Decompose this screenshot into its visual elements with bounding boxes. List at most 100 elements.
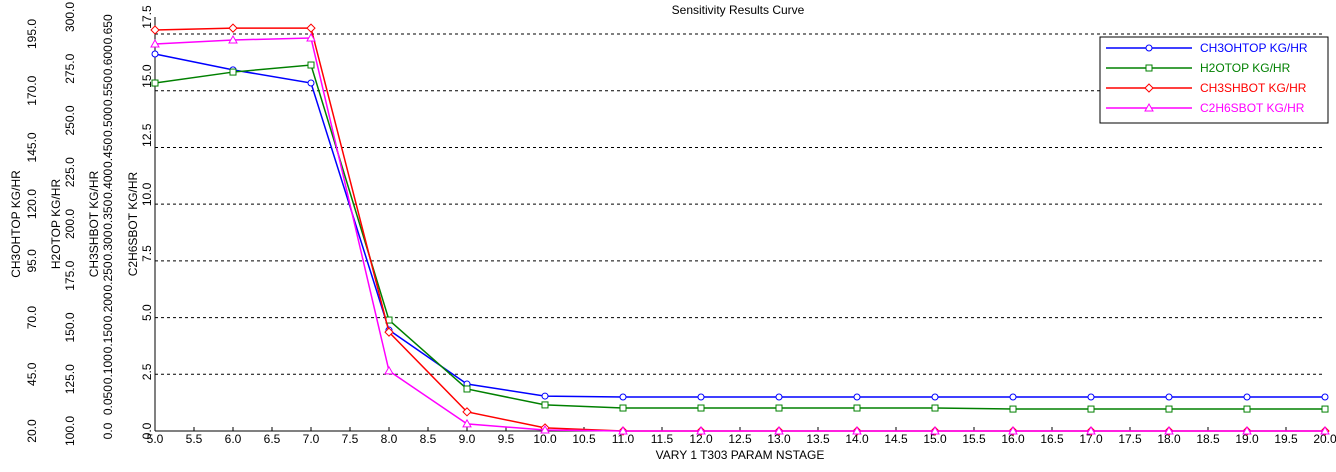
point xyxy=(697,393,705,401)
legend-label: H2OTOP KG/HR xyxy=(1200,61,1291,75)
legend-marker xyxy=(1144,102,1154,112)
y-tick-label: 150.0 xyxy=(63,312,77,342)
y-tick-label: 0.400 xyxy=(101,168,115,198)
point xyxy=(696,425,706,435)
point xyxy=(228,23,238,33)
x-tick-label: 13.0 xyxy=(767,432,791,446)
x-tick-label: 10.0 xyxy=(533,432,557,446)
y-tick-label: 300.0 xyxy=(63,2,77,32)
y-tick-label: 0.200 xyxy=(101,292,115,322)
y-tick-label: 12.5 xyxy=(140,123,154,147)
point xyxy=(775,393,783,401)
point xyxy=(774,425,784,435)
y-tick-label: 7.5 xyxy=(140,245,154,262)
x-tick-label: 12.0 xyxy=(689,432,713,446)
point xyxy=(775,404,783,412)
y-tick-label: 20.0 xyxy=(25,419,39,443)
legend-label: C2H6SBOT KG/HR xyxy=(1200,101,1305,115)
x-tick-label: 11.5 xyxy=(651,432,674,446)
point xyxy=(697,404,705,412)
y-tick-label: 95.0 xyxy=(25,249,39,273)
x-tick-label: 17.5 xyxy=(1118,432,1142,446)
y-tick-label: 0.050 xyxy=(101,385,115,415)
point xyxy=(853,404,861,412)
y-axis-title: CH3SHBOT KG/HR xyxy=(87,170,101,277)
y-tick-label: 10.0 xyxy=(140,182,154,206)
y-tick-label: 0.100 xyxy=(101,354,115,384)
y-tick-label: 70.0 xyxy=(25,306,39,330)
y-tick-label: 0.500 xyxy=(101,107,115,137)
y-tick-label: 125.0 xyxy=(63,364,77,394)
point xyxy=(541,392,549,400)
point xyxy=(150,38,160,48)
point xyxy=(306,33,316,42)
y-tick-label: 175.0 xyxy=(63,260,77,290)
point xyxy=(1087,393,1095,401)
point xyxy=(228,34,238,44)
x-tick-label: 18.0 xyxy=(1157,432,1181,446)
y-tick-label: 200.0 xyxy=(63,209,77,239)
y-tick-label: 45.0 xyxy=(25,362,39,386)
y-tick-label: 0.250 xyxy=(101,261,115,291)
point xyxy=(852,425,862,435)
x-tick-label: 15.5 xyxy=(962,432,986,446)
point xyxy=(540,425,550,434)
x-tick-label: 16.5 xyxy=(1040,432,1064,446)
series-line xyxy=(154,64,1325,410)
y-tick-label: 225.0 xyxy=(63,157,77,187)
y-tick-label: 100.0 xyxy=(63,416,77,446)
point xyxy=(384,365,394,375)
point xyxy=(307,79,315,87)
point xyxy=(619,393,627,401)
point xyxy=(307,61,315,69)
y-axis-title: C2H6SBOT KG/HR xyxy=(126,171,140,276)
legend-marker xyxy=(1145,44,1153,52)
point xyxy=(930,425,940,435)
y-tick-label: 0.450 xyxy=(101,138,115,168)
x-tick-label: 8.5 xyxy=(420,432,437,446)
x-tick-label: 5.5 xyxy=(186,432,203,446)
series-line xyxy=(154,37,1325,432)
x-tick-label: 8.0 xyxy=(381,432,398,446)
point xyxy=(150,25,160,35)
point xyxy=(1165,393,1173,401)
y-tick-label: 0.600 xyxy=(101,45,115,75)
y-axis-title: CH3OHTOP KG/HR xyxy=(9,170,23,278)
y-tick-label: 195.0 xyxy=(25,19,39,49)
x-tick-label: 7.5 xyxy=(342,432,359,446)
point xyxy=(151,50,159,58)
x-tick-label: 10.5 xyxy=(572,432,596,446)
x-tick-label: 17.0 xyxy=(1079,432,1103,446)
x-tick-label: 14.0 xyxy=(845,432,869,446)
y-tick-label: 0.650 xyxy=(101,14,115,44)
x-tick-label: 20.0 xyxy=(1313,432,1336,446)
x-tick-label: 7.0 xyxy=(303,432,320,446)
x-tick-label: 9.5 xyxy=(498,432,515,446)
point xyxy=(462,407,472,417)
y-tick-label: 17.5 xyxy=(140,5,154,29)
x-tick-label: 13.5 xyxy=(806,432,830,446)
point xyxy=(384,327,394,337)
point xyxy=(1164,425,1174,435)
point xyxy=(1087,405,1095,413)
point xyxy=(1321,393,1329,401)
x-tick-label: 15.0 xyxy=(923,432,947,446)
x-tick-label: 19.0 xyxy=(1235,432,1259,446)
point xyxy=(541,401,549,409)
x-tick-label: 11.0 xyxy=(612,432,635,446)
x-tick-label: 12.5 xyxy=(728,432,752,446)
point xyxy=(462,418,472,428)
point xyxy=(1086,425,1096,435)
point xyxy=(931,404,939,412)
point xyxy=(229,68,237,76)
point xyxy=(931,393,939,401)
y-tick-label: 5.0 xyxy=(140,304,154,321)
y-tick-label: 0.0 xyxy=(101,422,115,439)
legend-label: CH3SHBOT KG/HR xyxy=(1200,81,1307,95)
y-tick-label: 0.350 xyxy=(101,199,115,229)
x-tick-label: 19.5 xyxy=(1274,432,1298,446)
point xyxy=(151,79,159,87)
x-tick-label: 14.5 xyxy=(884,432,908,446)
y-tick-label: 0.0 xyxy=(140,422,154,439)
